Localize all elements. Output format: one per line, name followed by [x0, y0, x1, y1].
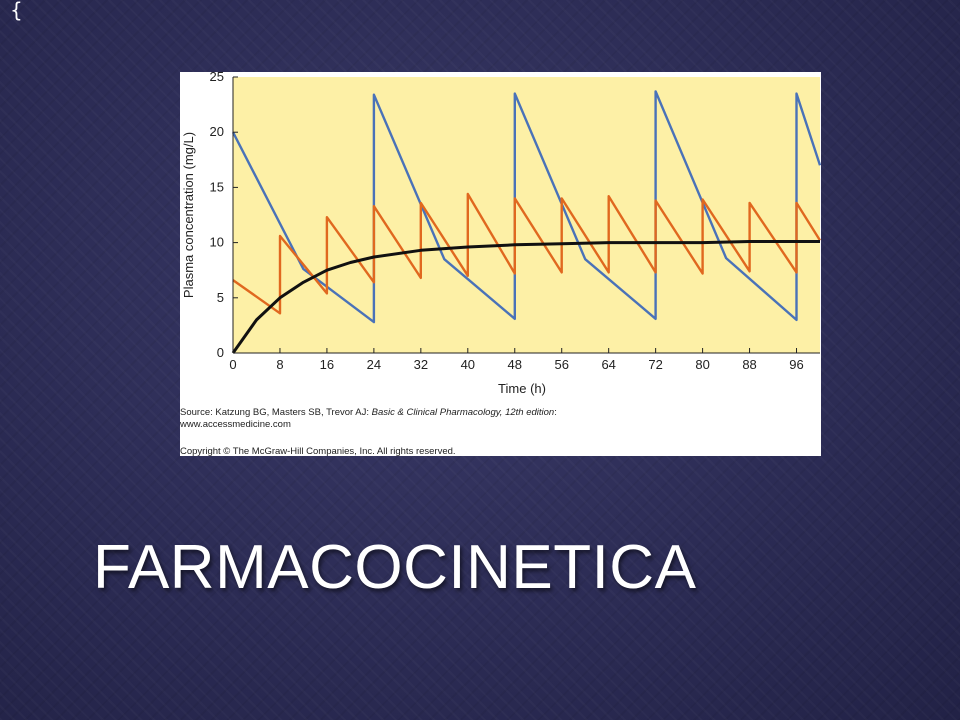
x-tick-label: 64 [601, 357, 615, 372]
x-tick-label: 16 [320, 357, 334, 372]
brace-decoration: { [10, 0, 23, 22]
x-axis-label: Time (h) [498, 381, 546, 396]
x-tick-label: 96 [789, 357, 803, 372]
y-tick-label: 5 [217, 290, 224, 305]
x-tick-label: 88 [742, 357, 756, 372]
x-tick-label: 32 [414, 357, 428, 372]
source-line: Source: Katzung BG, Masters SB, Trevor A… [180, 407, 821, 419]
figure-panel: 0 8 16 24 32 40 48 56 64 72 80 88 96 0 5 10 15 20 25 Time … [180, 72, 821, 457]
source-suffix: : [554, 407, 557, 418]
series-line-2 [231, 240, 820, 354]
chart: 0 8 16 24 32 40 48 56 64 72 80 88 96 0 5 10 15 20 25 Time … [181, 72, 821, 396]
x-tick-label: 8 [276, 357, 283, 372]
y-tick-label: 20 [210, 124, 224, 139]
y-tick-label: 0 [217, 345, 224, 360]
x-tick-label: 80 [695, 357, 709, 372]
x-tick-label: 40 [461, 357, 475, 372]
x-tick-label: 56 [554, 357, 568, 372]
copyright-line: Copyright © The McGraw-Hill Companies, I… [180, 446, 456, 457]
source-url: www.accessmedicine.com [180, 419, 291, 430]
source-prefix: Source: Katzung BG, Masters SB, Trevor A… [180, 407, 372, 418]
source-title: Basic & Clinical Pharmacology, 12th edit… [371, 407, 555, 418]
x-tick-label: 0 [229, 357, 236, 372]
x-tick-label: 24 [367, 357, 381, 372]
y-tick-label: 25 [210, 72, 224, 84]
x-tick-label: 72 [648, 357, 662, 372]
y-tick-label: 15 [210, 179, 224, 194]
figure-caption: Source: Katzung BG, Masters SB, Trevor A… [180, 407, 821, 457]
series-line-0 [231, 90, 821, 324]
y-tick-label: 10 [210, 235, 224, 250]
x-tick-label: 48 [508, 357, 522, 372]
series-line-1 [232, 192, 821, 315]
y-axis-label: Plasma concentration (mg/L) [181, 132, 196, 298]
slide-title: FARMACOCINETICA [93, 533, 697, 602]
